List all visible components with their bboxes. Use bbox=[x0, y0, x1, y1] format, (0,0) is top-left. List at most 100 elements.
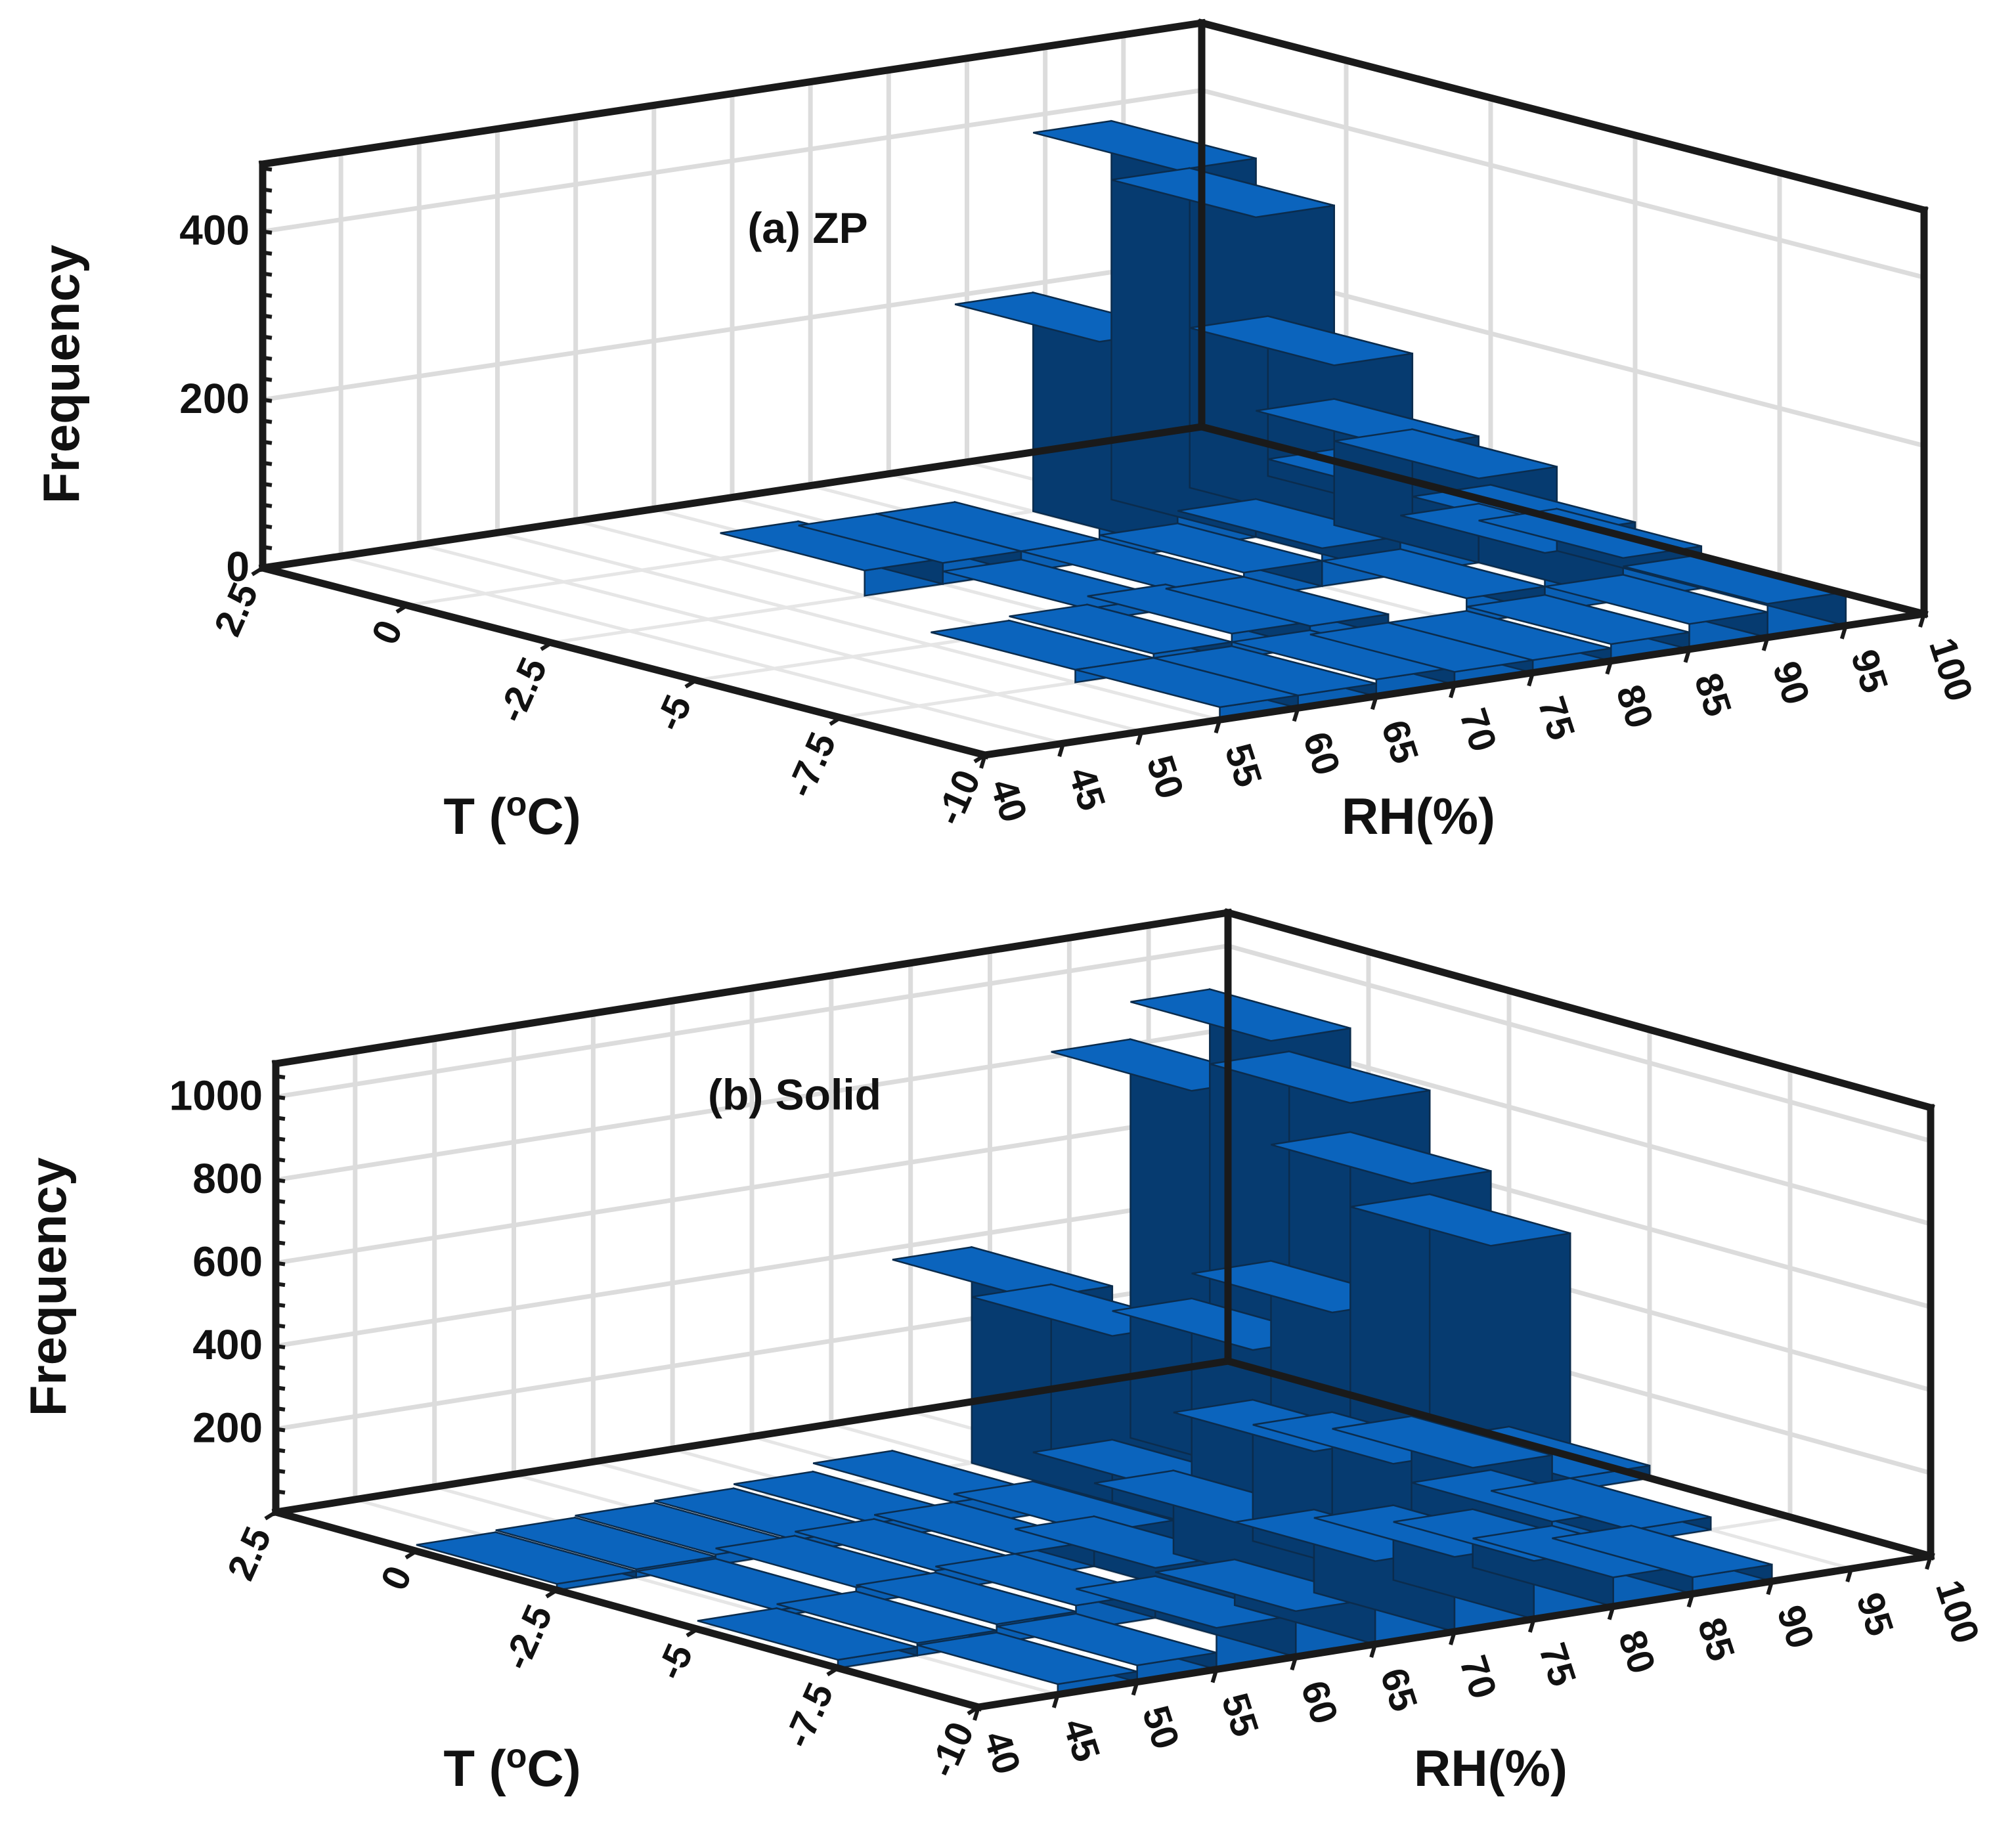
bar-top-face bbox=[1009, 603, 1233, 655]
rh-tick-label: 75 bbox=[1529, 691, 1583, 745]
rh-tick-mark bbox=[1370, 695, 1378, 710]
grid-line bbox=[355, 1498, 1059, 1697]
rh-tick-label: 60 bbox=[1292, 1676, 1346, 1729]
z-minor-tick bbox=[262, 187, 273, 193]
bar-top-face bbox=[1332, 1415, 1552, 1469]
z-minor-tick bbox=[262, 166, 273, 172]
t-tick-label: -2.5 bbox=[495, 1599, 561, 1676]
rh-tick-label: 85 bbox=[1690, 1613, 1743, 1666]
bar-top-face bbox=[856, 1571, 1076, 1626]
rh-tick-mark bbox=[1766, 1580, 1774, 1595]
rh-tick-label: 50 bbox=[1134, 1701, 1188, 1754]
grid-line bbox=[496, 531, 1221, 722]
z-minor-tick bbox=[275, 1510, 286, 1515]
z-minor-tick bbox=[275, 1198, 286, 1204]
bar-top-face bbox=[1130, 988, 1351, 1042]
z-tick-label: 0 bbox=[226, 543, 250, 590]
t-tick-label: -2.5 bbox=[490, 651, 556, 729]
panel-b-t-axis-label: T (oC) bbox=[443, 1737, 581, 1797]
bar bbox=[1552, 1524, 1773, 1595]
bar bbox=[1466, 594, 1690, 662]
rh-tick-label: 45 bbox=[1055, 1714, 1108, 1767]
z-minor-tick bbox=[262, 250, 273, 256]
rh-tick-mark bbox=[1925, 1555, 1933, 1570]
z-minor-tick bbox=[275, 1136, 286, 1142]
rh-tick-label: 70 bbox=[1451, 703, 1505, 756]
bar-top-face bbox=[996, 1613, 1217, 1666]
t-tick-mark bbox=[395, 603, 408, 614]
bar bbox=[1321, 548, 1546, 625]
back-floor-edge bbox=[271, 1356, 1233, 1517]
rh-tick-label: 80 bbox=[1610, 1625, 1664, 1678]
rh-tick-mark bbox=[1607, 1605, 1615, 1620]
rh-tick-mark bbox=[1449, 1631, 1457, 1645]
bar-top-face bbox=[1165, 576, 1389, 627]
rh-tick-label: 90 bbox=[1768, 1600, 1822, 1653]
right-floor-edge bbox=[1223, 1356, 1935, 1561]
t-tick-label: 0 bbox=[372, 1559, 420, 1596]
rh-tick-mark bbox=[1290, 1656, 1298, 1671]
rh-tick-mark bbox=[1845, 1568, 1854, 1583]
rh-tick-mark bbox=[1131, 1681, 1139, 1696]
rh-tick-mark bbox=[1527, 1618, 1536, 1633]
z-minor-tick bbox=[262, 566, 273, 571]
rh-tick-mark bbox=[1605, 660, 1613, 675]
panel-a-z-axis-label: Frequency bbox=[32, 245, 90, 504]
bar bbox=[1076, 1575, 1297, 1670]
t-tick-label: 0 bbox=[363, 614, 411, 651]
z-minor-tick bbox=[275, 1240, 286, 1246]
grid-line bbox=[418, 542, 1142, 733]
t-tick-label: -10 bbox=[921, 1716, 982, 1783]
t-tick-mark bbox=[686, 1627, 699, 1638]
rh-tick-mark bbox=[1210, 1668, 1219, 1683]
back-top-edge bbox=[258, 18, 1206, 169]
panel-b-z-axis-label: Frequency bbox=[19, 1158, 77, 1416]
bar-top-face bbox=[873, 1501, 1095, 1555]
bar-top-face bbox=[1189, 315, 1413, 366]
t-tick-mark bbox=[405, 1549, 418, 1559]
t-tick-label: -5 bbox=[647, 689, 700, 737]
rh-tick-mark bbox=[1051, 1693, 1060, 1708]
panel-b-solid-histogram: 40 45 50 55 60 65 70 75 80 85 90 95 100 2.5 0 -2.5 -5 -7.… bbox=[19, 908, 1988, 1797]
z-minor-tick bbox=[262, 523, 273, 529]
rh-tick-mark bbox=[1057, 743, 1066, 757]
t-tick-mark bbox=[251, 566, 264, 576]
rh-tick-label: 55 bbox=[1217, 739, 1271, 792]
bar-top-face bbox=[1334, 428, 1558, 479]
z-minor-tick bbox=[275, 1095, 286, 1100]
panel-b-title: (b) Solid bbox=[708, 1070, 881, 1119]
rh-tick-mark bbox=[1292, 707, 1300, 722]
right-floor-edge bbox=[1197, 422, 1929, 618]
bar-top-face bbox=[892, 1246, 1113, 1300]
bar-top-face bbox=[720, 520, 944, 572]
t-axis-line bbox=[258, 563, 990, 760]
rh-tick-label: 55 bbox=[1214, 1688, 1267, 1741]
rh-tick-mark bbox=[1449, 683, 1457, 699]
back-top-edge bbox=[271, 908, 1233, 1068]
rh-tick-label: 85 bbox=[1686, 668, 1740, 721]
bar bbox=[1154, 1558, 1376, 1658]
bar bbox=[996, 1613, 1217, 1683]
bar-top-face bbox=[1490, 1477, 1711, 1531]
z-minor-tick bbox=[262, 292, 273, 298]
grid-line bbox=[340, 554, 1064, 745]
right-top-edge bbox=[1197, 18, 1929, 215]
grid-line bbox=[262, 87, 1925, 280]
rh-tick-mark bbox=[1683, 648, 1692, 663]
rh-tick-label: 100 bbox=[1921, 633, 1981, 706]
rh-tick-label: 100 bbox=[1927, 1575, 1988, 1649]
rh-tick-label: 50 bbox=[1138, 750, 1192, 804]
rh-tick-mark bbox=[1761, 636, 1770, 651]
bar-top-face bbox=[1466, 594, 1690, 645]
z-minor-tick bbox=[262, 313, 273, 319]
z-tick-label: 400 bbox=[179, 207, 250, 254]
bar-top-face bbox=[697, 1607, 918, 1661]
bar-top-face bbox=[917, 1632, 1138, 1685]
panel-a-title: (a) ZP bbox=[747, 204, 867, 252]
bar-top-face bbox=[1349, 1193, 1571, 1247]
t-tick-mark bbox=[826, 1666, 839, 1677]
z-minor-tick bbox=[275, 1323, 286, 1329]
right-top-edge bbox=[1223, 908, 1935, 1112]
panel-a-t-axis-label: T (oC) bbox=[443, 785, 581, 845]
rh-tick-label: 65 bbox=[1373, 715, 1427, 768]
